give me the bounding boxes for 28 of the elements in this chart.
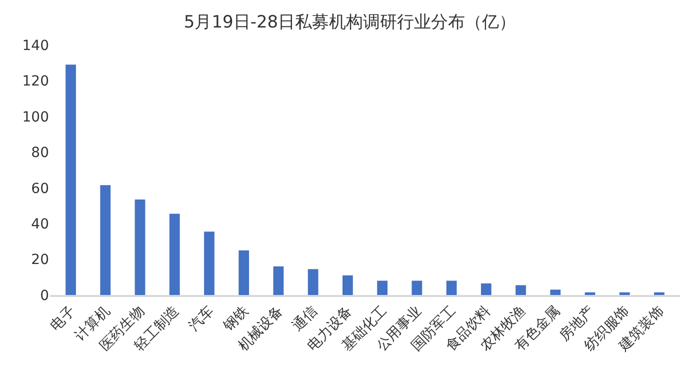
bar	[377, 280, 388, 295]
y-tick-label: 120	[22, 74, 49, 90]
bar	[66, 64, 76, 295]
y-tick-label: 20	[31, 252, 49, 268]
bar	[342, 275, 353, 295]
y-tick-label: 40	[31, 216, 49, 232]
bar	[273, 266, 284, 295]
y-tick-label: 60	[31, 180, 49, 197]
y-tick-label: 0	[40, 288, 49, 304]
bar	[204, 232, 214, 295]
chart-title: 5月19日-28日私募机构调研行业分布（亿）	[184, 12, 516, 32]
bar	[308, 269, 318, 295]
bar	[480, 283, 492, 295]
y-tick-label: 100	[22, 109, 49, 126]
bar	[654, 292, 664, 295]
bar	[619, 292, 630, 295]
y-tick-label: 140	[22, 38, 49, 54]
x-tick-label: 汽车	[186, 303, 218, 334]
bar	[134, 199, 146, 295]
bar	[550, 290, 561, 295]
bar	[238, 250, 250, 295]
bar	[100, 185, 111, 295]
bar	[584, 292, 596, 295]
bar	[516, 285, 526, 295]
bar	[446, 280, 457, 295]
bar	[412, 280, 422, 295]
y-tick-label: 80	[31, 145, 49, 162]
bar	[169, 214, 180, 295]
